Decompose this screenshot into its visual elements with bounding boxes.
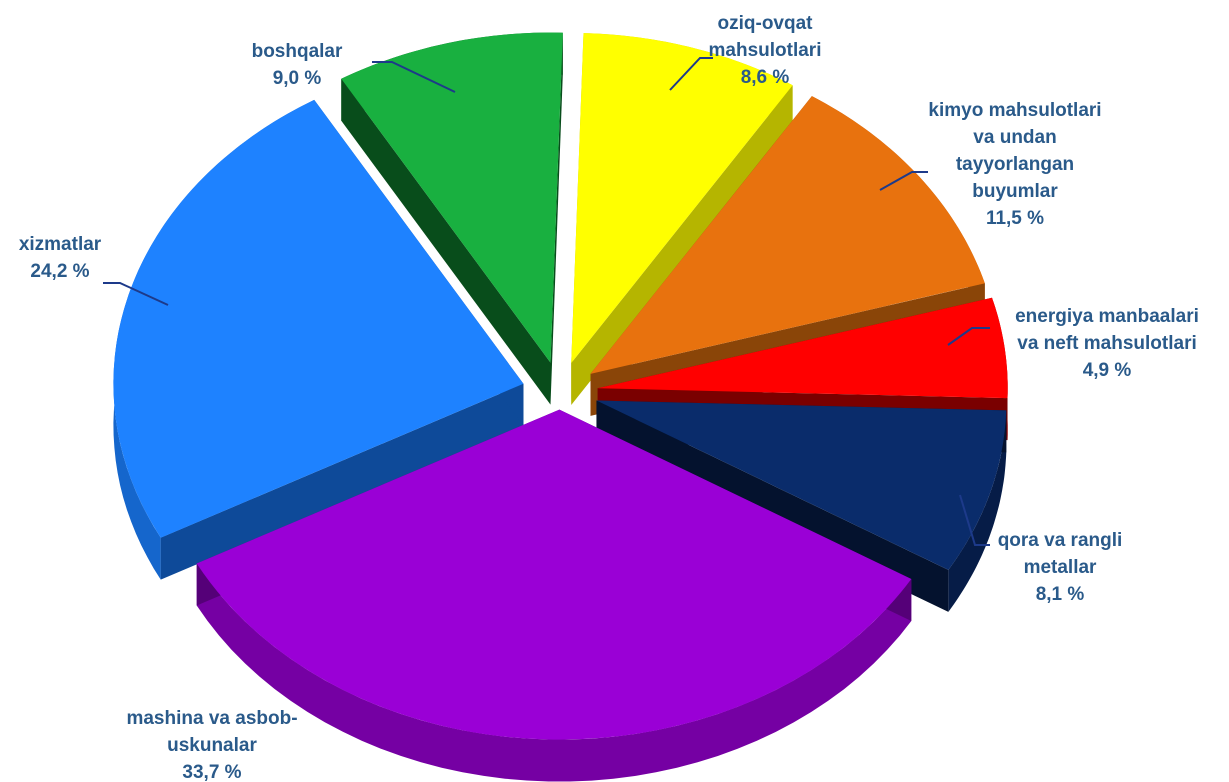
leader-line-5 (103, 282, 169, 306)
slice-4 (196, 409, 912, 740)
slice-label-line-2-1: va neft mahsulotlari (1017, 333, 1197, 354)
slice-value-3: 8,1 % (1036, 584, 1085, 605)
slice-label-line-1-3: buyumlar (972, 181, 1058, 202)
slice-label-line-3-1: metallar (1024, 557, 1097, 578)
slice-value-6: 9,0 % (273, 68, 322, 89)
slice-value-2: 4,9 % (1083, 360, 1132, 381)
slice-label-line-4-0: mashina va asbob- (126, 708, 297, 729)
slice-label-line-3-0: qora va rangli (998, 530, 1123, 551)
slice-0 (571, 33, 793, 363)
slice-3 (596, 400, 1007, 570)
leader-line-2 (947, 327, 990, 346)
slice-value-1: 11,5 % (986, 208, 1044, 229)
slice-cut-face-6-0 (341, 78, 551, 405)
slice-label-line-6-0: boshqalar (252, 41, 343, 62)
leader-line-3 (959, 494, 990, 546)
slice-label-5: xizmatlar 24,2 % (19, 234, 102, 282)
slice-side-4 (196, 563, 912, 782)
slice-label-2: energiya manbaalari va neft mahsulotlari 4… (1015, 306, 1199, 381)
slice-cut-face-5-0 (160, 383, 524, 580)
slice-label-1: kimyo mahsulotlari va undan tayyorlangan bu… (928, 100, 1101, 229)
slice-6 (341, 32, 563, 363)
slice-label-6: boshqalar 9,0 % (252, 41, 343, 89)
slice-value-5: 24,2 % (30, 261, 89, 282)
slice-cut-face-6-1 (550, 32, 563, 405)
leader-line-6 (372, 61, 456, 93)
slice-label-line-0-1: mahsulotlari (709, 40, 822, 61)
slice-label-line-1-1: va undan (973, 127, 1056, 148)
slice-label-line-2-0: energiya manbaalari (1015, 306, 1199, 327)
slice-value-0: 8,6 % (741, 67, 790, 88)
slice-label-line-0-0: oziq-ovqat (718, 13, 814, 34)
slice-label-4: mashina va asbob-uskunalar 33,7 % (126, 708, 297, 782)
slice-label-3: qora va rangli metallar 8,1 % (998, 530, 1123, 605)
slice-2 (597, 297, 1008, 399)
slice-1 (590, 96, 985, 374)
slice-side-3 (948, 410, 1007, 612)
slice-label-line-1-2: tayyorlangan (956, 154, 1074, 175)
leader-line-1 (879, 171, 928, 191)
slice-label-0: oziq-ovqat mahsulotlari 8,6 % (709, 13, 822, 88)
slice-5 (113, 99, 524, 538)
slice-label-line-1-0: kimyo mahsulotlari (928, 100, 1101, 121)
slice-value-4: 33,7 % (182, 762, 241, 782)
slice-label-line-5-0: xizmatlar (19, 234, 102, 255)
slice-label-line-4-1: uskunalar (167, 735, 257, 756)
leader-line-0 (669, 57, 713, 91)
slice-cut-face-0-1 (571, 85, 793, 405)
